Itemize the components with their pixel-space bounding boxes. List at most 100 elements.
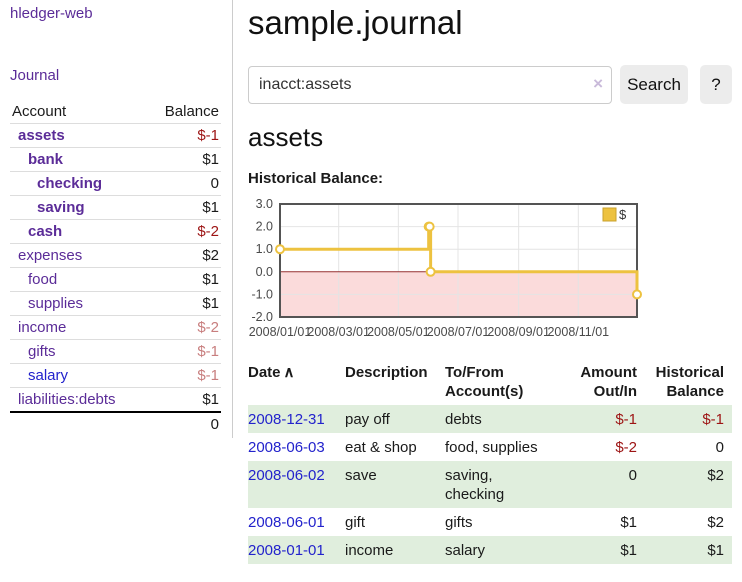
account-balance: $1 [146, 387, 221, 412]
legend-swatch [602, 207, 617, 222]
x-axis-tick-label: 2008/01/01 [249, 325, 312, 339]
search-input[interactable] [248, 66, 612, 104]
register-amount-cell: $1 [620, 542, 637, 559]
register-date-link[interactable]: 2008-01-01 [248, 542, 325, 559]
register-account-cell: food, supplies [445, 439, 538, 456]
y-axis-tick-label: 3.0 [256, 198, 273, 211]
register-row: 2008-12-31 pay off debts $-1 $-1 [248, 405, 732, 433]
register-balance-cell: $2 [707, 514, 724, 531]
account-row: gifts $-1 [10, 339, 221, 364]
search-button[interactable]: Search [620, 65, 688, 104]
sort-ascending-icon: ∧ [283, 364, 295, 381]
register-date-link[interactable]: 2008-06-03 [248, 439, 325, 456]
register-account-cell: salary [445, 542, 486, 559]
clear-search-icon[interactable]: × [593, 74, 603, 93]
account-balance: $1 [146, 195, 221, 220]
account-row: liabilities:debts $1 [10, 387, 221, 412]
register-date-link[interactable]: 2008-06-02 [248, 467, 325, 484]
y-axis-tick-label: 2.0 [256, 220, 273, 234]
x-axis-tick-label: 2008/05/01 [367, 325, 430, 339]
help-button[interactable]: ? [700, 65, 732, 104]
accounts-header-account: Account [12, 103, 67, 120]
nav-journal-link[interactable]: Journal [10, 67, 60, 84]
account-link[interactable]: expenses [18, 247, 83, 264]
register-date-cell: 2008-06-02 [248, 461, 345, 508]
account-row: income $-2 [10, 315, 221, 340]
x-axis-tick-label: 2008/03/01 [307, 325, 370, 339]
account-link[interactable]: food [28, 271, 58, 288]
register-row: 2008-06-02 save saving, checking 0 $2 [248, 461, 732, 508]
account-link[interactable]: salary [28, 367, 69, 384]
register-header-description: Description [345, 364, 428, 381]
register-date-cell: 2008-01-01 [248, 536, 345, 564]
register-amount-cell: $-1 [615, 411, 637, 428]
register-row: 2008-06-03 eat & shop food, supplies $-2 0 [248, 433, 732, 461]
account-link[interactable]: gifts [28, 343, 56, 360]
account-link[interactable]: assets [18, 127, 65, 144]
register-header-amount: Amount Out/In [580, 364, 637, 400]
register-date-link[interactable]: 2008-12-31 [248, 411, 325, 428]
account-row: bank $1 [10, 147, 221, 172]
balance-chart[interactable]: 3.0 2.0 1.0 0.0 -1.0 -2.02008/01/012008/03/01… [244, 198, 742, 348]
account-link[interactable]: cash [28, 223, 63, 240]
account-row: salary $-1 [10, 363, 221, 388]
legend-label: $ [619, 207, 627, 222]
account-link[interactable]: liabilities:debts [18, 391, 116, 408]
register-amount-cell: $1 [620, 514, 637, 531]
account-balance: $-1 [146, 363, 221, 388]
register-description-cell: income [345, 542, 394, 559]
y-axis-tick-label: -2.0 [251, 310, 273, 324]
account-link[interactable]: saving [37, 199, 85, 216]
x-axis-tick-label: 2008/09/01 [487, 325, 550, 339]
register-amount-cell: 0 [628, 467, 637, 484]
accounts-header-balance: Balance [164, 103, 219, 120]
x-axis-tick-label: 2008/07/01 [427, 325, 490, 339]
account-link[interactable]: checking [37, 175, 103, 192]
register-row: 2008-01-01 income salary $1 $1 [248, 536, 732, 564]
register-balance-cell: $-1 [702, 411, 724, 428]
y-axis-tick-label: -1.0 [251, 287, 273, 301]
data-point-marker [425, 266, 436, 277]
data-point-marker [632, 289, 642, 300]
register-description-cell: gift [345, 514, 366, 531]
register-header-date[interactable]: Date ∧ [248, 364, 295, 381]
accounts-table-body: assets $-1 bank $1 checking 0 saving $1 cash $-2 e… [10, 123, 221, 412]
account-row: cash $-2 [10, 219, 221, 244]
sidebar: hledger-web Journal Account Balance asse… [0, 0, 233, 438]
data-point-marker [424, 221, 435, 232]
accounts-total-row: 0 [10, 411, 221, 436]
register-description-cell: pay off [345, 411, 390, 428]
register-amount-cell: $-2 [615, 439, 637, 456]
account-link[interactable]: income [18, 319, 67, 336]
account-balance: $-2 [146, 219, 221, 244]
register-balance-cell: $1 [707, 542, 724, 559]
register-date-link[interactable]: 2008-06-01 [248, 514, 325, 531]
register-balance-cell: 0 [715, 439, 724, 456]
register-date-cell: 2008-06-01 [248, 508, 345, 536]
x-axis-tick-label: 2008/11/01 [547, 325, 609, 339]
account-balance: $1 [146, 267, 221, 292]
account-link[interactable]: supplies [28, 295, 84, 312]
register-row: 2008-06-01 gift gifts $1 $2 [248, 508, 732, 536]
accounts-table: Account Balance assets $-1 bank $1 checking 0… [10, 100, 221, 436]
account-link[interactable]: bank [28, 151, 64, 168]
register-account-cell: saving, checking [445, 467, 505, 503]
account-row: food $1 [10, 267, 221, 292]
account-row: assets $-1 [10, 123, 221, 148]
account-balance: $2 [146, 243, 221, 268]
register-table-body: 2008-12-31 pay off debts $-1 $-1 2008-06-03 ea… [248, 405, 732, 564]
account-balance: $1 [146, 147, 221, 172]
account-balance: $-2 [146, 315, 221, 340]
y-axis-tick-label: 0.0 [256, 265, 273, 279]
account-row: saving $1 [10, 195, 221, 220]
account-row: checking 0 [10, 171, 221, 196]
data-point-marker [275, 244, 285, 255]
register-account-cell: debts [445, 411, 482, 428]
accounts-header-row: Account Balance [10, 100, 221, 124]
register-account-cell: gifts [445, 514, 473, 531]
register-description-cell: eat & shop [345, 439, 417, 456]
page-title: sample.journal [248, 4, 463, 41]
register-header-account: To/From Account(s) [445, 364, 524, 400]
register-description-cell: save [345, 467, 377, 484]
app-brand-link[interactable]: hledger-web [10, 5, 93, 22]
